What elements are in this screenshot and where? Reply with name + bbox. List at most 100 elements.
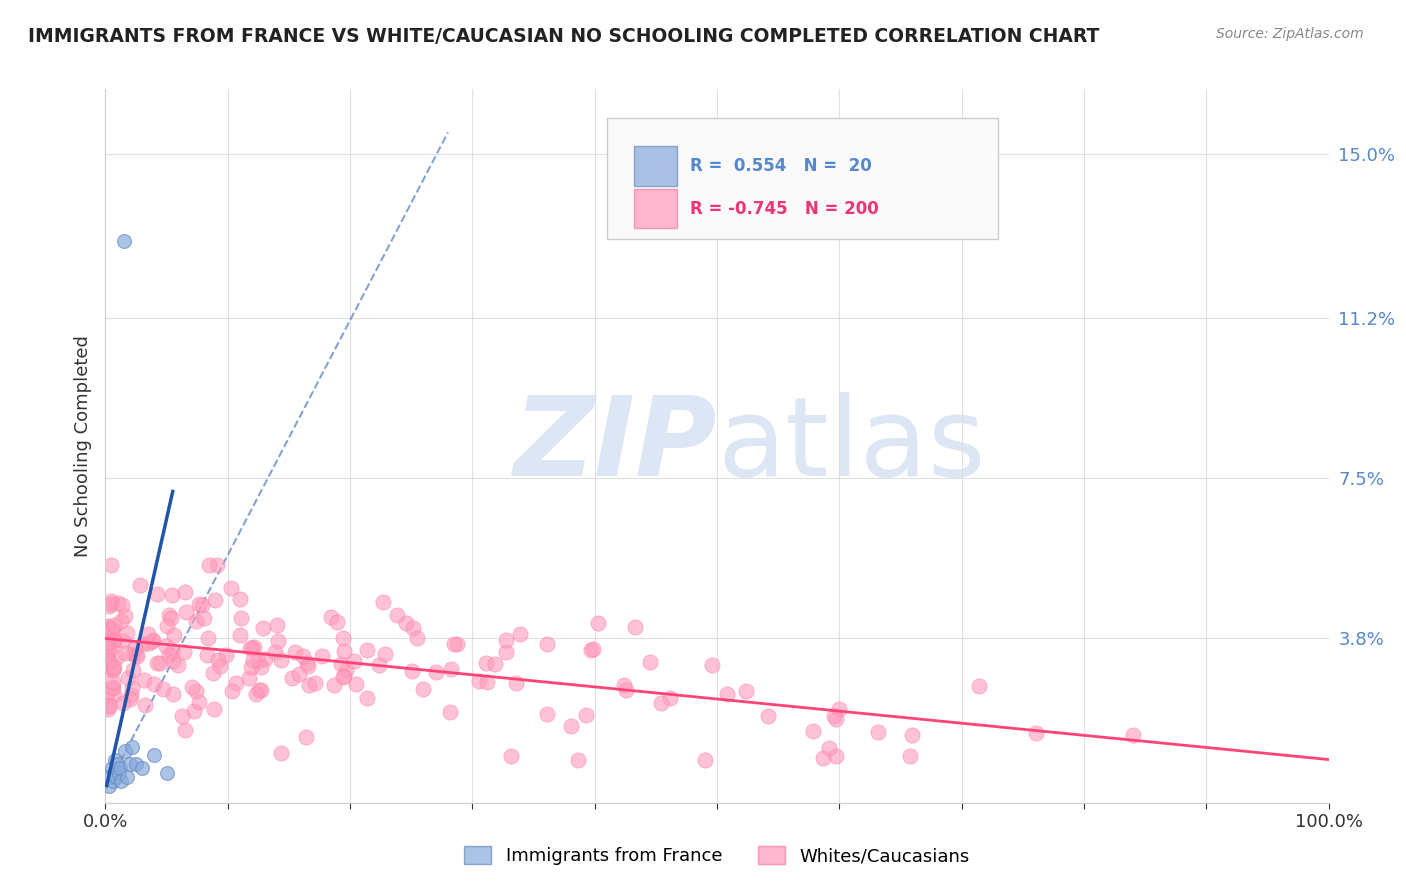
Point bbox=[101, 660, 124, 674]
Point bbox=[101, 622, 124, 636]
Point bbox=[297, 678, 319, 692]
Point bbox=[101, 663, 124, 677]
Point bbox=[214, 648, 236, 663]
Point bbox=[495, 645, 517, 659]
Point bbox=[229, 628, 252, 642]
Point bbox=[197, 631, 219, 645]
Point bbox=[207, 653, 229, 667]
Point bbox=[509, 627, 531, 641]
Point bbox=[329, 657, 352, 671]
Point bbox=[323, 678, 346, 692]
Point bbox=[575, 708, 598, 723]
Point bbox=[155, 765, 177, 780]
Point bbox=[172, 708, 194, 723]
Text: R = -0.745   N = 200: R = -0.745 N = 200 bbox=[690, 200, 879, 218]
Point bbox=[319, 610, 342, 624]
Point bbox=[295, 656, 318, 670]
Point bbox=[484, 657, 506, 672]
Point bbox=[124, 641, 146, 656]
Point bbox=[295, 730, 318, 744]
Point bbox=[249, 683, 271, 698]
Point bbox=[101, 681, 124, 695]
Point bbox=[204, 592, 226, 607]
Point bbox=[184, 684, 207, 698]
Point bbox=[252, 621, 274, 635]
Point bbox=[201, 666, 224, 681]
Point bbox=[716, 687, 738, 701]
Point bbox=[103, 632, 125, 647]
Point bbox=[107, 596, 129, 610]
Point bbox=[121, 681, 143, 695]
Point bbox=[134, 673, 156, 688]
Point bbox=[505, 676, 527, 690]
Point bbox=[120, 688, 142, 702]
Point bbox=[96, 649, 118, 664]
Point bbox=[127, 649, 149, 664]
Point bbox=[134, 698, 156, 712]
Point bbox=[811, 751, 834, 765]
Point bbox=[155, 639, 177, 653]
Point bbox=[101, 680, 124, 694]
Point bbox=[401, 664, 423, 678]
Point bbox=[118, 756, 141, 771]
Point bbox=[311, 648, 333, 663]
Point bbox=[614, 683, 637, 698]
Point bbox=[254, 652, 277, 666]
Point bbox=[160, 588, 183, 602]
Point bbox=[96, 638, 118, 652]
Point bbox=[146, 656, 169, 670]
Point bbox=[184, 614, 207, 628]
Point bbox=[117, 672, 139, 686]
Point bbox=[159, 611, 181, 625]
Point bbox=[132, 637, 155, 651]
Point bbox=[582, 642, 605, 657]
Point bbox=[247, 682, 270, 697]
Point bbox=[122, 648, 145, 662]
Point bbox=[325, 615, 347, 630]
Point bbox=[332, 632, 354, 646]
Point bbox=[176, 605, 198, 619]
Point bbox=[225, 676, 247, 690]
Point bbox=[104, 753, 127, 767]
Point bbox=[138, 636, 160, 650]
Point bbox=[128, 578, 150, 592]
Point bbox=[117, 770, 139, 784]
Point bbox=[193, 610, 215, 624]
Point bbox=[343, 654, 366, 668]
Point bbox=[97, 702, 120, 716]
Point bbox=[96, 662, 118, 676]
Point bbox=[1122, 728, 1144, 742]
Point bbox=[1025, 725, 1047, 739]
Point bbox=[221, 684, 243, 698]
Point bbox=[97, 599, 120, 614]
Point bbox=[108, 761, 131, 775]
Point bbox=[143, 677, 166, 691]
Point bbox=[96, 650, 118, 665]
Point bbox=[650, 696, 672, 710]
Point bbox=[898, 749, 921, 764]
Point bbox=[156, 619, 179, 633]
Point bbox=[828, 702, 851, 716]
Point bbox=[157, 648, 180, 662]
Text: IMMIGRANTS FROM FRANCE VS WHITE/CAUCASIAN NO SCHOOLING COMPLETED CORRELATION CHA: IMMIGRANTS FROM FRANCE VS WHITE/CAUCASIA… bbox=[28, 27, 1099, 45]
Point bbox=[100, 558, 122, 572]
Point bbox=[246, 654, 269, 668]
Point bbox=[115, 625, 138, 640]
Point bbox=[105, 770, 128, 784]
Point bbox=[624, 619, 647, 633]
Point bbox=[97, 698, 120, 713]
Point bbox=[111, 633, 134, 648]
Point bbox=[110, 774, 132, 789]
Point bbox=[406, 631, 429, 645]
Point bbox=[266, 618, 288, 632]
Point bbox=[243, 640, 266, 654]
Point bbox=[659, 690, 682, 705]
Point bbox=[105, 650, 128, 665]
Point bbox=[111, 697, 134, 711]
Point bbox=[142, 632, 165, 647]
Point bbox=[368, 657, 391, 672]
Point bbox=[373, 595, 395, 609]
Point bbox=[288, 667, 311, 681]
Point bbox=[735, 684, 758, 698]
Point bbox=[356, 691, 378, 706]
